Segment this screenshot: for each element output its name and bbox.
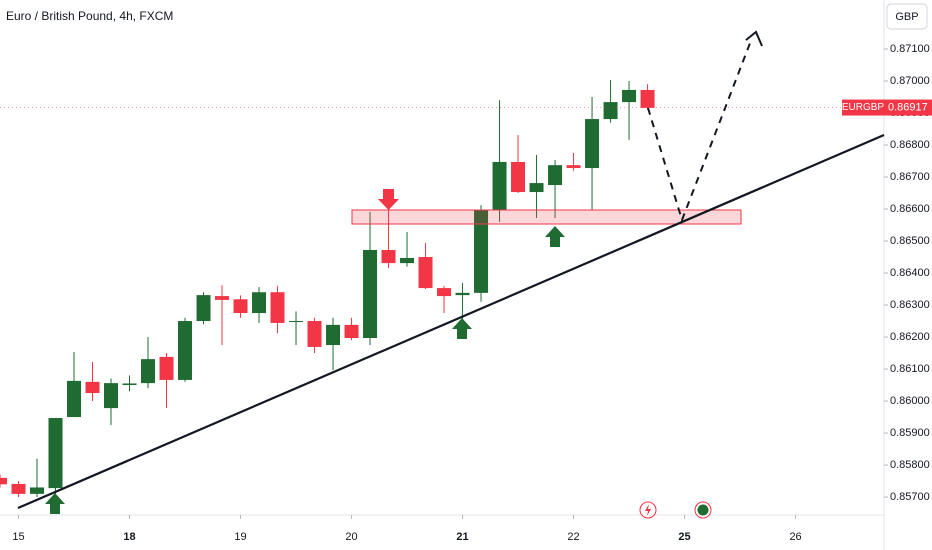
projection-line bbox=[647, 37, 753, 224]
candle-body bbox=[603, 102, 618, 120]
candle-body bbox=[455, 292, 470, 296]
candle-body bbox=[270, 292, 285, 323]
candle-body bbox=[566, 165, 581, 169]
x-tick-label: 19 bbox=[234, 531, 246, 543]
candle-body bbox=[215, 296, 230, 300]
y-tick-label: 0.86000 bbox=[890, 395, 930, 407]
candle-body bbox=[437, 288, 452, 297]
trend-line bbox=[17, 133, 885, 510]
y-tick-label: 0.86500 bbox=[890, 235, 930, 247]
symbol-tag bbox=[842, 99, 884, 116]
candle-body bbox=[511, 161, 526, 193]
y-tick-label: 0.86700 bbox=[890, 171, 930, 183]
x-tick-label: 26 bbox=[789, 531, 801, 543]
candle-body bbox=[11, 483, 26, 494]
x-tick-label: 15 bbox=[12, 531, 24, 543]
y-tick-label: 0.86800 bbox=[890, 139, 930, 151]
candle-body bbox=[326, 324, 341, 346]
currency-button[interactable] bbox=[886, 3, 928, 30]
candle-body bbox=[344, 324, 359, 338]
candle-body bbox=[548, 165, 563, 186]
projection-arrowhead bbox=[745, 30, 763, 47]
y-tick-label: 0.87000 bbox=[890, 75, 930, 87]
x-tick-label: 18 bbox=[123, 531, 135, 543]
candle-body bbox=[474, 209, 489, 293]
candle-body bbox=[492, 161, 507, 210]
candle-body bbox=[85, 381, 100, 394]
candle-body bbox=[622, 89, 637, 103]
y-tick-label: 0.85800 bbox=[890, 459, 930, 471]
y-tick-label: 0.87100 bbox=[890, 43, 930, 55]
candle-body bbox=[585, 119, 600, 169]
candle-body bbox=[159, 356, 174, 380]
up-arrow bbox=[545, 226, 565, 247]
candle-body bbox=[122, 383, 137, 386]
candle-body bbox=[0, 477, 7, 485]
candle-body bbox=[307, 321, 322, 347]
event-icon-glyph bbox=[697, 504, 709, 516]
symbol-label: EURGBP bbox=[842, 102, 885, 113]
last-price-tag bbox=[884, 99, 932, 116]
last-price-label: 0.86917 bbox=[888, 101, 928, 113]
candle-body bbox=[381, 249, 396, 264]
up-arrow bbox=[452, 318, 472, 339]
candle-body bbox=[178, 321, 193, 380]
y-tick-label: 0.85900 bbox=[890, 427, 930, 439]
candle-body bbox=[141, 359, 156, 384]
candle-body bbox=[418, 257, 433, 289]
candle-body bbox=[67, 380, 82, 418]
x-tick-label: 22 bbox=[567, 531, 579, 543]
x-tick-label: 20 bbox=[345, 531, 357, 543]
y-tick-label: 0.86100 bbox=[890, 363, 930, 375]
y-tick-label: 0.86600 bbox=[890, 203, 930, 215]
candle-body bbox=[363, 249, 378, 338]
currency-label[interactable]: GBP bbox=[895, 11, 918, 23]
candle-body bbox=[289, 321, 304, 323]
candle-body bbox=[640, 89, 655, 108]
y-tick-label: 0.86300 bbox=[890, 299, 930, 311]
x-tick-label: 21 bbox=[456, 531, 468, 543]
x-tick-label: 25 bbox=[678, 531, 690, 543]
candle-body bbox=[529, 183, 544, 193]
up-arrow bbox=[45, 493, 65, 514]
candle-body bbox=[30, 487, 45, 494]
chart-title: Euro / British Pound, 4h, FXCM bbox=[6, 9, 173, 23]
event-icon-glyph bbox=[645, 504, 651, 516]
y-tick-label: 0.85700 bbox=[890, 491, 930, 503]
support-zone bbox=[351, 209, 742, 225]
candle-body bbox=[104, 383, 119, 409]
candle-body bbox=[252, 292, 267, 314]
candle-body bbox=[233, 299, 248, 314]
y-tick-label: 0.86400 bbox=[890, 267, 930, 279]
candle-body bbox=[400, 257, 415, 264]
candle-body bbox=[196, 295, 211, 322]
y-tick-label: 0.86200 bbox=[890, 331, 930, 343]
candle-body bbox=[48, 418, 63, 489]
plot bbox=[0, 80, 655, 498]
down-arrow bbox=[378, 189, 399, 210]
